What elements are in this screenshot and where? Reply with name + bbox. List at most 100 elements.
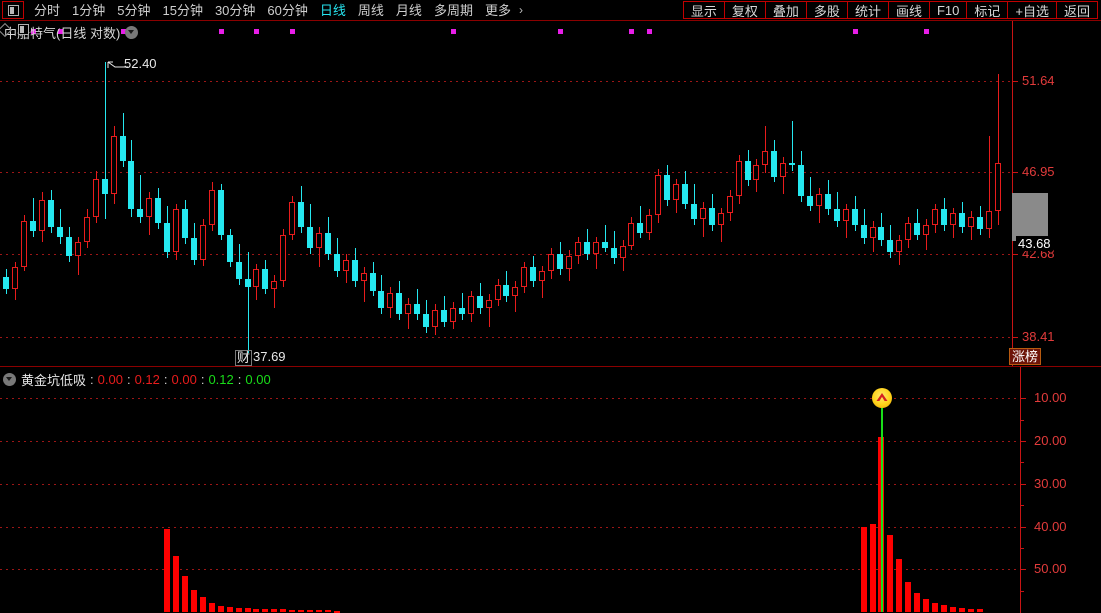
- candle-body: [959, 213, 965, 227]
- chevron-right-icon[interactable]: ›: [518, 3, 523, 17]
- candle-wick: [819, 188, 820, 223]
- candle-body: [271, 280, 277, 289]
- cursor-highlight-box: [1012, 193, 1048, 241]
- candle-body: [816, 194, 822, 206]
- candle-wick: [515, 280, 516, 312]
- candle-wick: [926, 219, 927, 251]
- candle-body: [102, 178, 108, 194]
- candle-body: [48, 199, 54, 227]
- signal-marker-dot: [58, 29, 63, 34]
- candle-body: [423, 313, 429, 328]
- indicator-axis-label: 40.00: [1034, 519, 1067, 534]
- indicator-header[interactable]: 黄金坑低吸 : 0.00 : 0.12 : 0.00 : 0.12 : 0.00: [3, 370, 271, 389]
- indicator-bar: [200, 597, 206, 612]
- candle-body: [512, 286, 518, 297]
- panel-split-icon-button[interactable]: [2, 1, 24, 19]
- buy-signal-arrow-icon[interactable]: [872, 388, 892, 409]
- candle-body: [191, 238, 197, 260]
- candle-body: [137, 209, 143, 218]
- price-chart-pane[interactable]: 中船特气(日线 对数) 51.64 46.95 42.68 38.41 52.40 财…: [0, 21, 1101, 366]
- indicator-axis-minor-tick: [1021, 591, 1024, 592]
- candle-body: [378, 290, 384, 309]
- price-gridline: [0, 337, 1012, 338]
- candle-wick: [274, 275, 275, 308]
- f10-button[interactable]: F10: [929, 1, 968, 19]
- indicator-bar: [209, 602, 215, 612]
- indicator-bar: [923, 599, 929, 612]
- candle-body: [370, 273, 376, 291]
- back-button[interactable]: 返回: [1056, 1, 1098, 19]
- indicator-bar: [253, 608, 259, 612]
- signal-marker-dot: [558, 29, 563, 34]
- indicator-bar: [896, 558, 902, 612]
- period-tab-fenshi[interactable]: 分时: [34, 2, 61, 18]
- period-tab-monthly[interactable]: 月线: [395, 2, 422, 18]
- candle-body: [977, 217, 983, 229]
- candle-body: [843, 209, 849, 222]
- indicator-bar: [218, 605, 224, 612]
- mark-button[interactable]: 标记: [967, 1, 1009, 19]
- period-tab-more[interactable]: 更多: [484, 2, 511, 18]
- candle-body: [807, 195, 813, 206]
- period-tab-5min[interactable]: 5分钟: [117, 2, 151, 18]
- period-tab-30min[interactable]: 30分钟: [214, 2, 256, 18]
- indicator-pane[interactable]: 黄金坑低吸 : 0.00 : 0.12 : 0.00 : 0.12 : 0.00…: [0, 366, 1101, 613]
- price-plot-area[interactable]: [0, 21, 1012, 366]
- candle-body: [66, 236, 72, 256]
- candle-body: [289, 201, 295, 235]
- period-tab-60min[interactable]: 60分钟: [267, 2, 308, 18]
- display-button[interactable]: 显示: [682, 1, 725, 19]
- indicator-bar: [932, 602, 938, 612]
- candle-body: [968, 217, 974, 227]
- panel-split-icon[interactable]: [18, 24, 29, 35]
- candle-wick: [417, 288, 418, 320]
- period-tab-1min[interactable]: 1分钟: [72, 2, 106, 18]
- indicator-axis-minor-tick: [1021, 420, 1024, 421]
- rank-badge[interactable]: 涨榜: [1009, 348, 1042, 365]
- candle-wick: [140, 174, 141, 223]
- adjust-button[interactable]: 复权: [724, 1, 766, 19]
- candle-body: [870, 226, 876, 239]
- period-tab-daily[interactable]: 日线: [319, 2, 346, 18]
- candle-body: [298, 201, 304, 227]
- overlay-button[interactable]: 叠加: [765, 1, 807, 19]
- signal-marker-dot: [254, 29, 259, 34]
- candle-body: [12, 267, 18, 289]
- period-tab-multi[interactable]: 多周期: [433, 2, 473, 18]
- stock-title-bar[interactable]: 中船特气(日线 对数): [4, 23, 139, 42]
- top-toolbar: 分时 1分钟 5分钟 15分钟 30分钟 60分钟 日线 周线 月线 多周期 更…: [0, 0, 1101, 21]
- indicator-axis-minor-tick: [1021, 548, 1024, 549]
- candle-body: [128, 161, 134, 210]
- candle-body: [325, 232, 331, 254]
- candle-body: [334, 253, 340, 272]
- period-tab-15min[interactable]: 15分钟: [162, 2, 203, 18]
- candle-body: [584, 242, 590, 254]
- diamond-icon[interactable]: [0, 22, 13, 37]
- signal-marker-dot: [219, 29, 224, 34]
- chevron-down-circle-icon[interactable]: [125, 26, 139, 39]
- price-axis-tick: [1013, 337, 1018, 338]
- multi-stock-button[interactable]: 多股: [806, 1, 848, 19]
- candle-body: [745, 161, 751, 181]
- candle-body: [986, 211, 992, 229]
- low-tag-badge: 财: [235, 349, 253, 366]
- indicator-axis-tick: [1021, 441, 1026, 442]
- price-pane-icon-group: [0, 22, 29, 37]
- period-tab-weekly[interactable]: 周线: [357, 2, 384, 18]
- chevron-down-circle-icon[interactable]: [3, 373, 16, 386]
- page-title: 中船特气(日线 对数): [4, 26, 121, 41]
- candle-body: [530, 267, 536, 281]
- indicator-plot-area[interactable]: [0, 367, 1020, 613]
- candle-body: [93, 178, 99, 218]
- indicator-gridline: [0, 398, 1020, 399]
- indicator-axis-minor-tick: [1021, 462, 1024, 463]
- candle-body: [477, 296, 483, 309]
- candle-wick: [810, 176, 811, 212]
- draw-line-button[interactable]: 画线: [888, 1, 930, 19]
- candle-body: [709, 207, 715, 225]
- candle-body: [164, 222, 170, 252]
- statistics-button[interactable]: 统计: [847, 1, 889, 19]
- indicator-bar: [280, 609, 286, 612]
- candle-body: [736, 161, 742, 196]
- add-watchlist-button[interactable]: +自选: [1008, 1, 1057, 19]
